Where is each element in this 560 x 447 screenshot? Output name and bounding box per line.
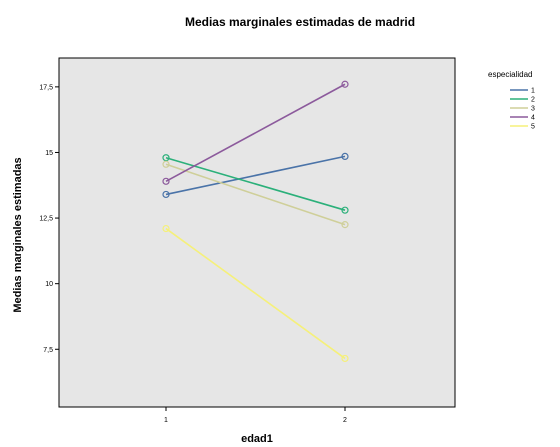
series-line — [165, 227, 346, 360]
data-point — [162, 190, 170, 199]
x-tick-label: 2 — [343, 417, 347, 424]
y-tick-label: 7,5 — [43, 347, 53, 354]
legend-label: 3 — [531, 106, 535, 113]
data-point — [162, 177, 170, 185]
series-group — [162, 80, 349, 363]
legend-label: 5 — [531, 124, 535, 131]
series-5 — [162, 224, 349, 363]
series-4 — [162, 80, 349, 185]
y-tick-label: 12,5 — [39, 216, 53, 223]
data-point — [341, 152, 349, 161]
data-point — [162, 224, 170, 233]
legend-item: 3 — [510, 106, 535, 113]
y-axis-title: Medias marginales estimadas — [12, 157, 24, 312]
data-point — [341, 221, 349, 229]
series-line — [165, 163, 346, 226]
series-3 — [162, 160, 349, 229]
legend-label: 1 — [531, 88, 535, 95]
series-line — [165, 155, 346, 196]
legend-item: 4 — [510, 115, 535, 122]
y-tick-label: 17,5 — [39, 84, 53, 91]
data-point — [341, 80, 349, 88]
x-tick-label: 1 — [164, 417, 168, 424]
legend-item: 5 — [510, 124, 535, 131]
series-1 — [162, 152, 349, 199]
legend-item: 1 — [510, 88, 535, 95]
y-tick-label: 10 — [45, 281, 53, 288]
data-point — [341, 206, 349, 214]
legend-label: 2 — [531, 97, 535, 104]
legend-title: especialidad — [488, 70, 532, 79]
plot-area — [58, 57, 456, 408]
chart-title: Medias marginales estimadas de madrid — [185, 15, 415, 29]
data-point — [162, 160, 170, 168]
data-point — [341, 354, 349, 363]
legend-label: 4 — [531, 115, 535, 122]
series-line — [165, 83, 346, 183]
series-line — [165, 156, 346, 211]
x-axis-title: edad1 — [241, 433, 273, 445]
legend: especialidad 1 2 3 4 5 — [488, 70, 535, 131]
legend-item: 2 — [510, 97, 535, 104]
y-axis: 7,5 10 12,5 15 17,5 — [39, 84, 59, 354]
y-tick-label: 15 — [45, 150, 53, 157]
